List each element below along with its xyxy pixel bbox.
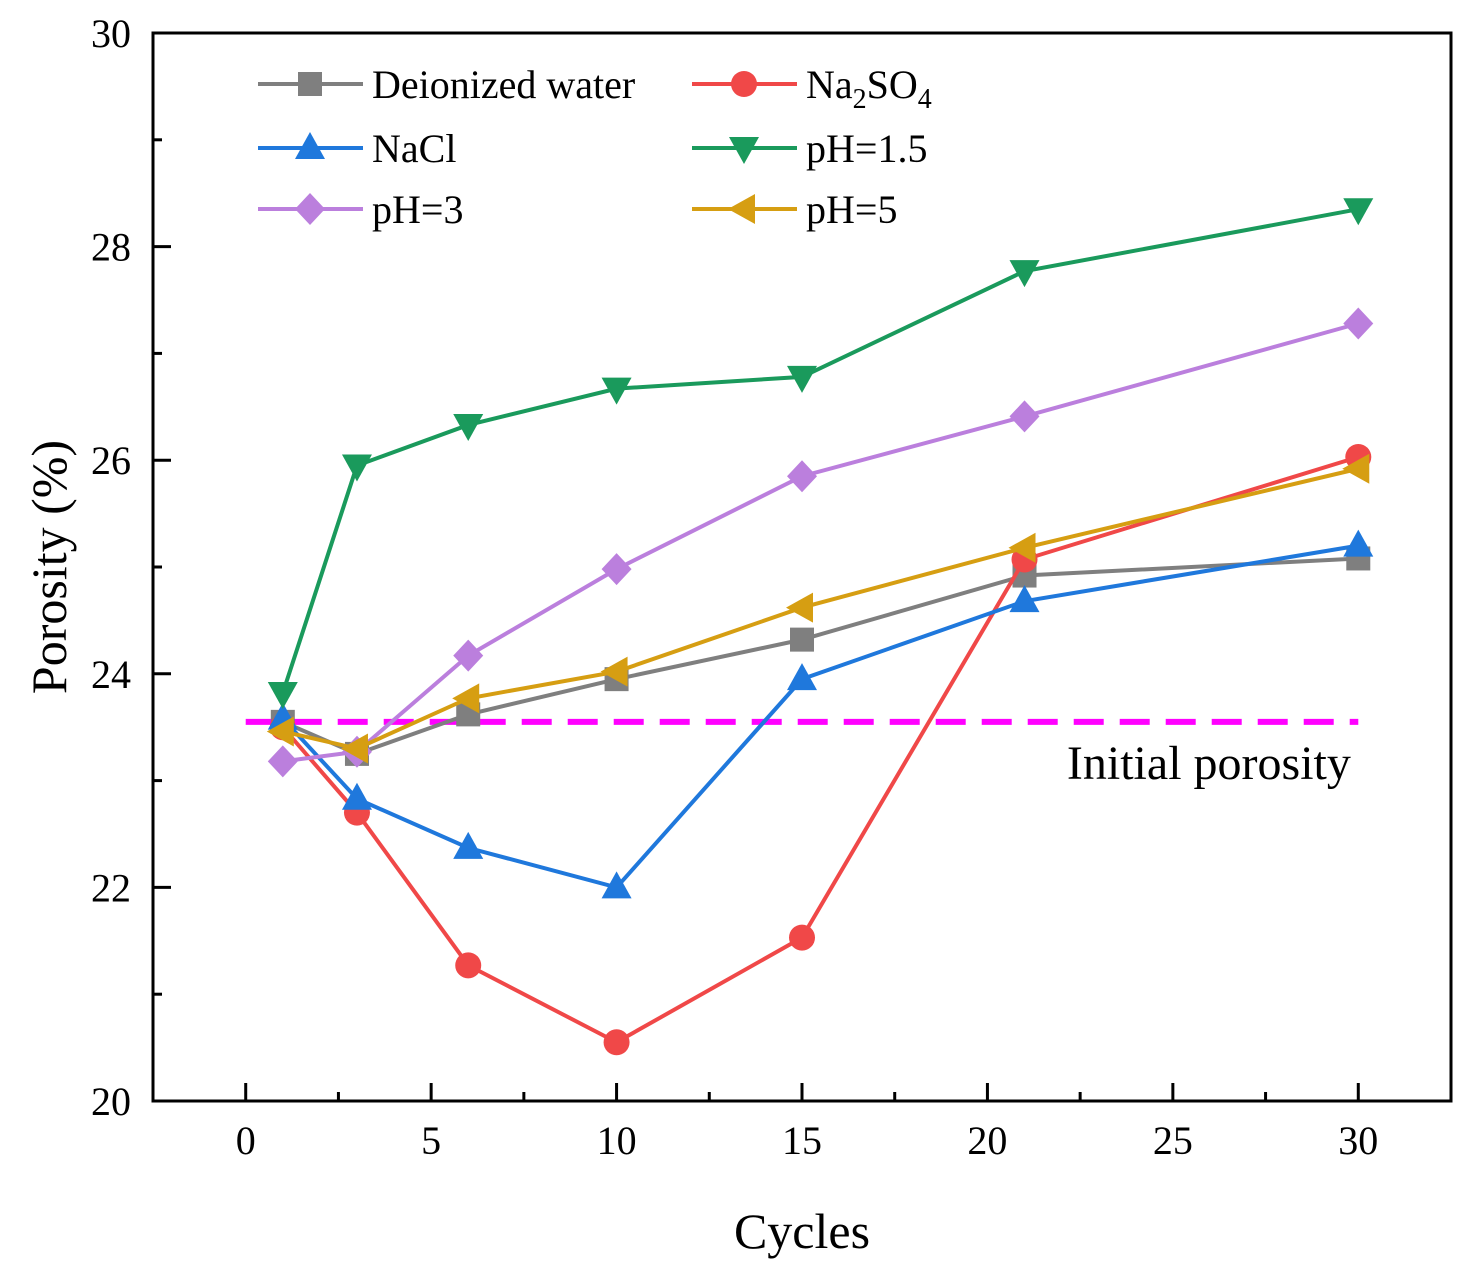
legend-label-subscript: 4 xyxy=(918,84,932,115)
reference-line-group: Initial porosity xyxy=(245,718,1359,790)
legend-label-part: SO xyxy=(867,62,918,107)
legend-entry-1: Na2SO4 xyxy=(692,62,932,115)
series-4-point-6 xyxy=(453,639,484,672)
series-3-point-15 xyxy=(787,365,817,393)
series-3-point-3 xyxy=(341,454,372,482)
legend-marker-3 xyxy=(729,137,759,164)
series-1-point-6 xyxy=(455,952,482,979)
legend-label-subscript: 2 xyxy=(853,84,867,115)
series-5-point-3 xyxy=(340,733,368,764)
legend-label-2: NaCl xyxy=(372,126,456,171)
x-tick-label-5: 5 xyxy=(421,1118,441,1163)
series-1-point-10 xyxy=(603,1029,630,1056)
x-tick-label-0: 0 xyxy=(236,1118,256,1163)
series-5-point-15 xyxy=(786,592,813,623)
series-2-point-15 xyxy=(787,663,817,691)
legend-entry-4: pH=3 xyxy=(258,187,463,232)
series-4 xyxy=(267,307,1374,778)
x-tick-label-30: 30 xyxy=(1338,1118,1378,1163)
series-0-point-15 xyxy=(790,627,814,652)
series-4-line xyxy=(282,321,1359,764)
series-2-point-10 xyxy=(601,871,632,899)
series-group xyxy=(266,198,1374,1056)
series-4-point-30 xyxy=(1343,307,1374,340)
series-5-point-10 xyxy=(600,656,628,687)
legend-entry-5: pH=5 xyxy=(692,187,897,232)
y-tick-label-20: 20 xyxy=(91,1079,131,1124)
legend-label-part: Na xyxy=(806,62,853,107)
series-2-line xyxy=(281,543,1359,890)
legend-entry-0: Deionized water xyxy=(258,62,635,107)
legend-label-0: Deionized water xyxy=(372,62,635,107)
x-axis-label: Cycles xyxy=(734,1203,870,1259)
x-tick-label-20: 20 xyxy=(967,1118,1007,1163)
series-2 xyxy=(267,529,1374,899)
legend-label-3: pH=1.5 xyxy=(806,126,927,171)
series-5-point-21 xyxy=(1008,532,1036,563)
series-3-point-10 xyxy=(601,377,632,405)
series-4-point-21 xyxy=(1009,400,1040,433)
y-tick-label-24: 24 xyxy=(91,652,131,697)
series-5-line xyxy=(282,466,1359,751)
series-4-point-15 xyxy=(787,460,817,493)
series-3-point-30 xyxy=(1343,198,1374,226)
initial-porosity-label: Initial porosity xyxy=(1067,737,1351,790)
legend-entry-3: pH=1.5 xyxy=(692,126,927,171)
y-axis-label: Porosity (%) xyxy=(21,440,77,694)
series-2-point-6 xyxy=(453,831,484,859)
series-5-point-6 xyxy=(452,683,480,714)
legend-marker-4 xyxy=(295,193,325,225)
series-3-point-1 xyxy=(267,682,298,710)
x-tick-label-15: 15 xyxy=(782,1118,822,1163)
legend-marker-5 xyxy=(728,194,755,224)
series-5 xyxy=(266,453,1370,764)
legend-label-4: pH=3 xyxy=(372,187,463,232)
legend-marker-1 xyxy=(731,71,757,97)
series-1-point-15 xyxy=(789,924,815,951)
y-tick-label-28: 28 xyxy=(91,225,131,270)
series-2-point-21 xyxy=(1009,585,1040,613)
legend-marker-0 xyxy=(298,72,322,96)
legend: Deionized water Na2SO4 NaCl pH=1.5 pH=3 pH=5 xyxy=(258,62,932,232)
series-0 xyxy=(270,546,1371,766)
y-tick-label-30: 30 xyxy=(91,11,131,56)
series-5-point-1 xyxy=(266,716,294,747)
series-3-point-21 xyxy=(1009,260,1040,288)
legend-label-5: pH=5 xyxy=(806,187,897,232)
series-3 xyxy=(267,198,1374,710)
series-2-point-30 xyxy=(1343,529,1374,557)
y-tick-label-22: 22 xyxy=(91,865,131,910)
series-2-point-3 xyxy=(341,782,372,810)
series-4-point-10 xyxy=(601,553,632,586)
series-5-point-30 xyxy=(1342,453,1370,484)
x-tick-label-25: 25 xyxy=(1153,1118,1193,1163)
series-3-point-6 xyxy=(453,413,484,441)
y-tick-label-26: 26 xyxy=(91,438,131,483)
x-tick-label-10: 10 xyxy=(597,1118,637,1163)
series-4-point-1 xyxy=(267,745,298,778)
legend-label-1: Na2SO4 xyxy=(806,62,932,115)
legend-entry-2: NaCl xyxy=(258,126,456,171)
series-3-line xyxy=(280,207,1359,694)
legend-marker-2 xyxy=(295,132,325,159)
